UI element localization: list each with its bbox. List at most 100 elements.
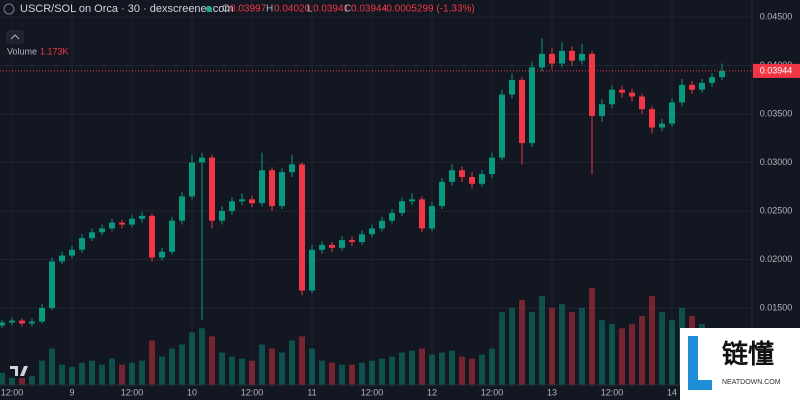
candle-body (29, 321, 35, 324)
candle-body (139, 215, 145, 219)
volume-bar (249, 360, 255, 385)
candle-body (389, 212, 395, 221)
x-tick-label: 12:00 (241, 387, 264, 397)
candle-body (559, 50, 565, 64)
candle-body (309, 249, 315, 291)
candle-body (409, 199, 415, 202)
y-tick-label: 0.01500 (760, 302, 793, 312)
candle-body (339, 240, 345, 248)
candle-body (589, 53, 595, 116)
volume-bar (599, 320, 605, 385)
last-price-label: 0.03944 (760, 65, 793, 75)
candle-body (209, 157, 215, 221)
volume-bar (319, 360, 325, 385)
candle-body (519, 80, 525, 144)
status-dot (206, 6, 212, 12)
volume-bar (59, 364, 65, 385)
candle-body (19, 320, 25, 324)
candle-body (419, 199, 425, 229)
volume-bar (9, 374, 15, 385)
volume-bar (669, 320, 675, 385)
volume-bar (149, 340, 155, 385)
x-tick-label: 10 (187, 387, 197, 397)
volume-bar (659, 312, 665, 385)
candle-body (569, 50, 575, 61)
candle-body (449, 170, 455, 182)
candle-body (359, 234, 365, 243)
x-tick-label: 9 (69, 387, 74, 397)
candles (0, 38, 752, 329)
x-tick-label: 12:00 (1, 387, 24, 397)
volume-bar (629, 324, 635, 385)
x-tick-label: 13 (547, 387, 557, 397)
candle-body (49, 261, 55, 308)
tv-logo (8, 362, 30, 378)
volume-bar (569, 312, 575, 385)
candle-body (109, 222, 115, 229)
collapse-button[interactable] (6, 30, 24, 44)
volume-bar (649, 295, 655, 385)
candle-body (89, 232, 95, 239)
candle-body (439, 181, 445, 207)
volume-bar (309, 348, 315, 385)
y-tick-label: 0.02000 (760, 254, 793, 264)
candle-body (99, 228, 105, 233)
candle-body (459, 170, 465, 178)
x-tick-label: 14 (667, 387, 677, 397)
candle-body (629, 92, 635, 97)
candle-body (0, 322, 5, 326)
candle-body (329, 244, 335, 248)
h-value: 0.04020 (274, 4, 311, 15)
volume-bar (539, 295, 545, 385)
volume-bar (589, 287, 595, 385)
candle-body (639, 96, 645, 110)
volume-bar (189, 332, 195, 385)
volume-bar (199, 328, 205, 385)
volume-bar (179, 344, 185, 385)
volume-bar (609, 324, 615, 385)
o-value: 0.03997 (230, 4, 267, 15)
candle-body (509, 80, 515, 95)
change-value: -0.0005299 (-1.33%) (383, 4, 475, 15)
candle-body (219, 210, 225, 221)
volume-bar (239, 358, 245, 385)
volume-bar (79, 362, 85, 385)
candle-body (619, 89, 625, 93)
candle-body (719, 70, 725, 78)
candle-body (299, 164, 305, 291)
candle-body (469, 177, 475, 184)
volume-bar (489, 348, 495, 385)
x-tick-label: 12:00 (361, 387, 384, 397)
volume-bar (119, 364, 125, 385)
candle-body (649, 109, 655, 128)
volume-bar (219, 352, 225, 385)
candle-body (349, 240, 355, 243)
candle-body (259, 170, 265, 204)
volume-bar (519, 299, 525, 385)
l-value: 0.03941 (313, 4, 350, 15)
symbol-icon (3, 3, 15, 15)
volume-bar (329, 362, 335, 385)
candle-body (69, 249, 75, 256)
volume-bar (299, 336, 305, 385)
c-value: 0.03944 (351, 4, 388, 15)
h-label: H (266, 4, 273, 15)
collapse-icon (10, 34, 20, 40)
candle-body (279, 172, 285, 207)
watermark-logo (688, 336, 712, 390)
o-label: O (222, 4, 230, 15)
volume-bar (49, 348, 55, 385)
volume-bar (409, 350, 415, 385)
candle-body (129, 218, 135, 225)
volume-bar (339, 364, 345, 385)
candle-body (369, 228, 375, 235)
candle-body (679, 84, 685, 103)
candle-body (59, 255, 65, 262)
volume-bar (109, 358, 115, 385)
candle-body (119, 222, 125, 225)
volume-bar (269, 348, 275, 385)
candle-body (79, 238, 85, 250)
candle-body (689, 84, 695, 90)
candle-body (539, 53, 545, 68)
